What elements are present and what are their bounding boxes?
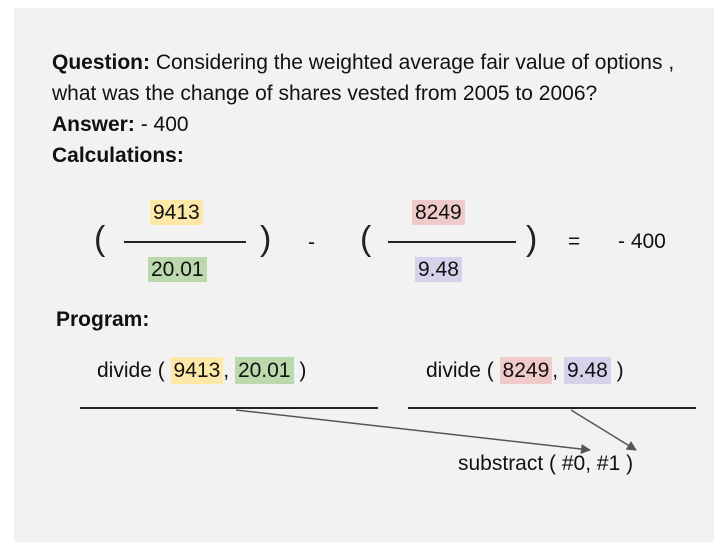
frac2-denominator: 9.48 — [415, 257, 462, 282]
step0-sep: , — [223, 359, 235, 382]
arrow-step0-to-step2 — [235, 409, 591, 454]
step0-function: divide — [97, 359, 152, 382]
program-step-1: divide ( 8249, 9.48 ) — [426, 357, 624, 384]
frac2-numerator: 8249 — [412, 200, 465, 225]
calculations-label: Calculations: — [52, 144, 184, 167]
question-label: Question: — [52, 51, 150, 74]
step2-open: ( — [543, 452, 562, 475]
frac2-line — [388, 241, 516, 243]
frac1-numerator: 9413 — [150, 200, 203, 225]
arrow-step1-to-step2 — [570, 409, 637, 451]
frac1-denominator: 20.01 — [148, 257, 207, 282]
step2-function: substract — [458, 452, 544, 475]
equals-operator: = — [568, 230, 581, 253]
answer-label: Answer: — [52, 113, 135, 136]
step2-close: ) — [620, 452, 634, 475]
question-text-2: what was the change of shares vested fro… — [52, 82, 598, 105]
step1-sep: , — [552, 359, 564, 382]
step1-open: ( — [480, 359, 500, 382]
minus-operator: - — [308, 231, 315, 254]
step0-arg1: 9413 — [170, 357, 224, 384]
calculation-result: - 400 — [618, 230, 666, 253]
step1-underline — [408, 407, 696, 409]
frac1-open-paren: ( — [94, 220, 106, 258]
frac2-close-paren: ) — [526, 220, 538, 258]
program-step-0: divide ( 9413, 20.01 ) — [97, 357, 307, 384]
frac1-close-paren: ) — [260, 220, 272, 258]
answer-line: Answer: - 400 — [52, 114, 189, 135]
step1-arg1: 8249 — [499, 357, 553, 384]
step1-function: divide — [426, 359, 481, 382]
diagram-panel — [14, 8, 714, 542]
question-text-1: Considering the weighted average fair va… — [150, 51, 675, 74]
question-line-1: Question: Considering the weighted avera… — [52, 52, 674, 73]
frac2-open-paren: ( — [360, 220, 372, 258]
step0-arg2: 20.01 — [234, 357, 294, 384]
program-label: Program: — [56, 308, 150, 331]
step0-underline — [80, 407, 378, 409]
step1-close: ) — [610, 359, 624, 382]
answer-value: - 400 — [134, 113, 189, 136]
step2-arg1: #0 — [561, 452, 586, 475]
step2-arg2: #1 — [596, 452, 621, 475]
program-step-2: substract ( #0, #1 ) — [458, 453, 633, 474]
step1-arg2: 9.48 — [563, 357, 611, 384]
step2-sep: , — [585, 452, 597, 475]
step0-open: ( — [151, 359, 171, 382]
step0-close: ) — [293, 359, 307, 382]
frac1-line — [124, 241, 246, 243]
